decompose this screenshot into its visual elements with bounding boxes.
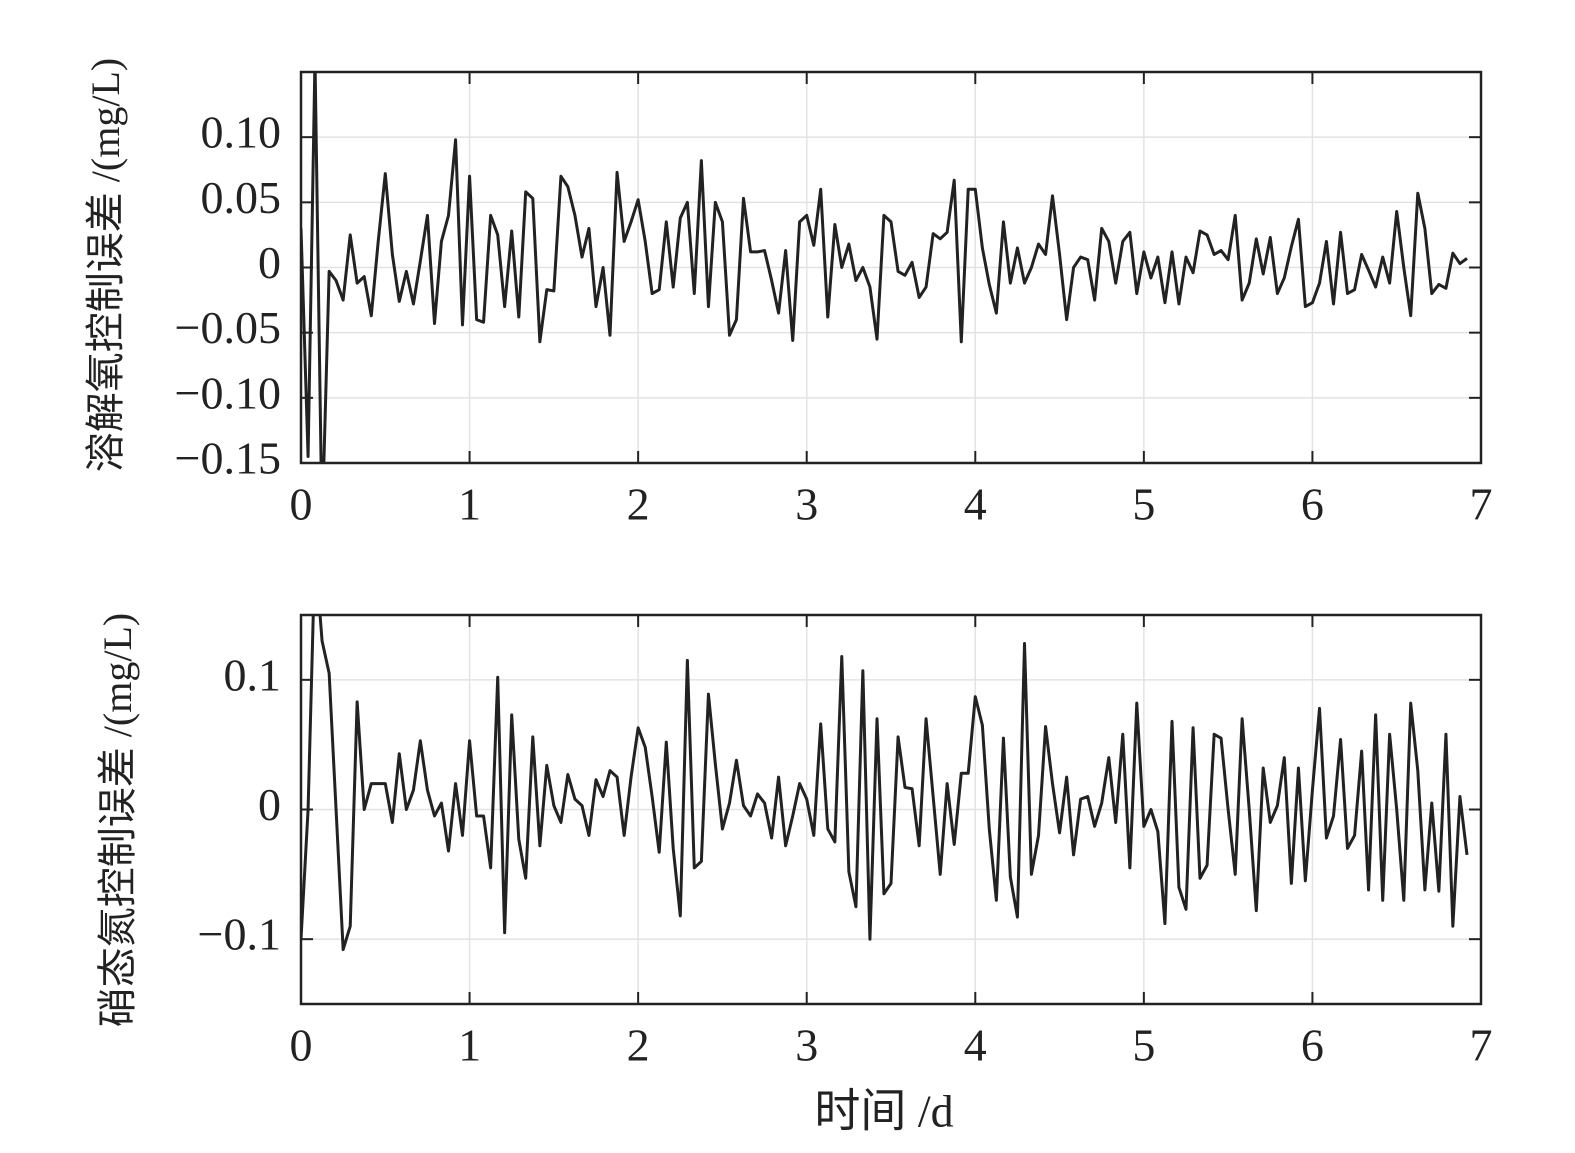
x-tick-label: 0 bbox=[290, 1020, 313, 1071]
y-tick-label: 0.05 bbox=[201, 172, 282, 223]
data-line bbox=[301, 615, 1469, 952]
x-tick-label: 1 bbox=[458, 479, 481, 530]
y-tick-label: −0.15 bbox=[175, 433, 281, 484]
axes-box bbox=[299, 613, 1483, 1006]
x-tick-label: 2 bbox=[627, 479, 650, 530]
x-axis-label: 时间 /d bbox=[814, 1086, 953, 1137]
y-tick-label: 0.10 bbox=[201, 107, 282, 158]
x-tick-label: 2 bbox=[627, 1020, 650, 1071]
y-tick-label: 0 bbox=[258, 779, 281, 830]
y-axis-label: 溶解氧控制误差 /(mg/L) bbox=[83, 58, 128, 472]
x-tick-label: 5 bbox=[1132, 479, 1155, 530]
y-tick-label: 0.1 bbox=[224, 649, 282, 700]
x-tick-label: 6 bbox=[1301, 1020, 1324, 1071]
x-tick-label: 7 bbox=[1470, 479, 1493, 530]
x-tick-label: 5 bbox=[1132, 1020, 1155, 1071]
x-tick-label: 4 bbox=[964, 1020, 987, 1071]
x-tick-label: 4 bbox=[964, 479, 987, 530]
x-tick-label: 1 bbox=[458, 1020, 481, 1071]
data-line bbox=[301, 72, 1468, 463]
x-tick-label: 3 bbox=[795, 1020, 818, 1071]
x-tick-label: 6 bbox=[1301, 479, 1324, 530]
y-tick-label: −0.1 bbox=[198, 909, 281, 960]
x-tick-label: 0 bbox=[290, 479, 313, 530]
x-tick-label: 3 bbox=[795, 479, 818, 530]
x-tick-label: 7 bbox=[1470, 1020, 1493, 1071]
y-axis-label: 硝态氮控制误差 /(mg/L) bbox=[95, 613, 140, 1027]
y-tick-label: −0.10 bbox=[175, 367, 281, 418]
y-tick-label: 0 bbox=[258, 237, 281, 288]
y-tick-label: −0.05 bbox=[175, 302, 281, 353]
axes-box bbox=[299, 70, 1483, 465]
